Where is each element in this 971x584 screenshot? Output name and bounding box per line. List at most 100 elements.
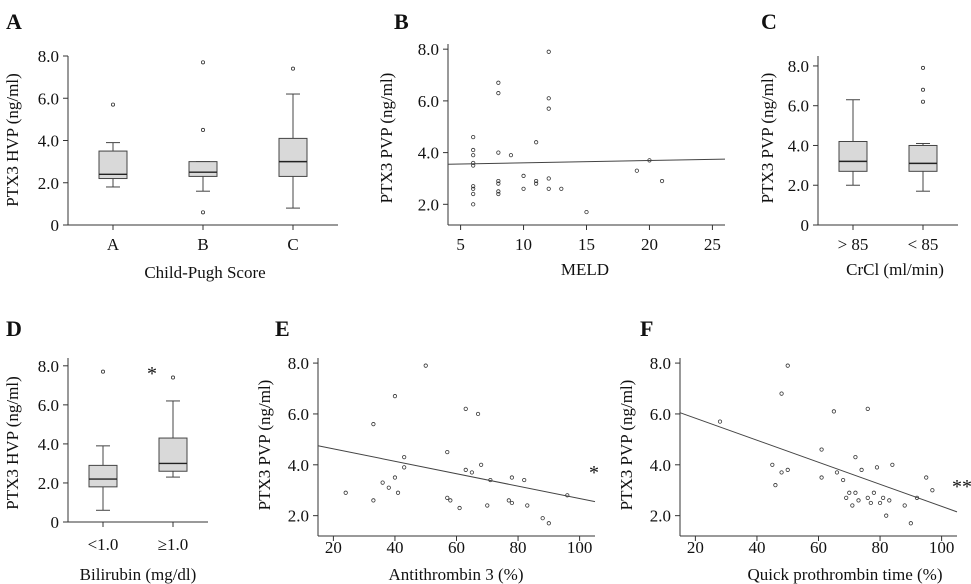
y-tick-label: 6.0	[288, 405, 309, 424]
regression-line	[679, 412, 958, 513]
box-iqr	[158, 437, 188, 472]
data-point	[471, 134, 476, 140]
panel-d: D 0 2.0 4.0 6.0 8.0 <1.0 ≥1.0 * Bilirubin (mg/…	[3, 316, 208, 584]
data-point	[877, 500, 883, 506]
data-point	[471, 153, 476, 158]
outlier-point	[111, 102, 116, 107]
panel-a-axes: 0 2.0 4.0 6.0 8.0 A B C	[38, 47, 338, 254]
data-point	[559, 186, 564, 191]
panel-f-axes: 2.0 4.0 6.0 8.0 20 40 60 80 100	[650, 354, 957, 557]
panel-letter: D	[6, 316, 22, 341]
panel-letter: C	[761, 9, 777, 34]
data-point	[395, 490, 401, 495]
y-tick-label: 4.0	[38, 435, 59, 454]
x-tick-label: 15	[578, 235, 595, 254]
box-iqr	[838, 140, 868, 172]
data-point	[856, 498, 861, 503]
y-tick-label: 2.0	[788, 176, 809, 195]
panel-letter: E	[275, 316, 290, 341]
data-point	[534, 181, 539, 186]
data-point	[496, 80, 501, 85]
y-axis-title: PTX3 PVP (ng/ml)	[617, 380, 636, 511]
x-axis-title: Child-Pugh Score	[144, 263, 265, 282]
panel-letter: B	[394, 9, 409, 34]
data-point	[853, 490, 858, 495]
panel-a-marks	[98, 60, 308, 215]
y-tick-label: 0	[51, 216, 60, 235]
x-tick-label: <1.0	[88, 535, 119, 554]
data-point	[584, 209, 589, 215]
data-point	[924, 475, 929, 480]
data-point	[496, 181, 501, 186]
data-point	[773, 483, 778, 488]
y-tick-label: 2.0	[38, 474, 59, 493]
y-tick-label: 2.0	[418, 195, 439, 214]
significance-marker: **	[952, 476, 971, 498]
data-point	[380, 480, 385, 485]
data-point	[471, 160, 476, 166]
x-tick-label: C	[287, 235, 298, 254]
data-point	[386, 485, 391, 490]
box-iqr	[88, 464, 118, 488]
y-tick-label: 4.0	[38, 132, 59, 151]
data-point	[844, 495, 849, 500]
outlier-point	[921, 99, 926, 104]
data-point	[884, 513, 889, 518]
outlier-point	[921, 65, 926, 70]
data-point	[546, 96, 551, 101]
y-tick-label: 6.0	[38, 89, 59, 108]
data-point	[392, 394, 398, 399]
x-axis-title: CrCl (ml/min)	[846, 260, 944, 279]
data-point	[819, 475, 824, 480]
data-point	[508, 153, 514, 158]
data-point	[831, 409, 836, 414]
data-point	[471, 202, 476, 207]
data-point	[445, 495, 450, 500]
data-point	[506, 498, 511, 503]
data-point	[779, 391, 784, 396]
data-point	[785, 467, 790, 472]
data-point	[402, 455, 407, 460]
panel-b-axes: 2.0 4.0 6.0 8.0 5 10 15 20 25	[418, 40, 725, 254]
panel-b: B 2.0 4.0 6.0 8.0 5 10 15 20 25 MELD PTX3 PVP (n…	[377, 9, 726, 279]
outlier-point	[290, 66, 295, 71]
y-tick-label: 8.0	[418, 40, 439, 59]
y-tick-label: 2.0	[288, 507, 309, 526]
data-point	[457, 505, 462, 511]
data-point	[841, 477, 846, 483]
box-1	[908, 65, 938, 192]
data-point	[865, 495, 870, 500]
x-tick-label: 60	[448, 538, 465, 557]
data-point	[509, 475, 514, 480]
y-tick-label: 2.0	[650, 507, 671, 526]
data-point	[521, 186, 526, 191]
panel-letter: F	[640, 316, 653, 341]
data-point	[902, 503, 907, 508]
box-0	[98, 102, 128, 188]
y-tick-label: 8.0	[38, 357, 59, 376]
data-point	[546, 49, 551, 54]
y-tick-label: 4.0	[418, 144, 439, 163]
box-iqr	[278, 137, 308, 177]
regression-line	[447, 158, 726, 165]
box-0	[838, 99, 868, 186]
panel-e-axes: 2.0 4.0 6.0 8.0 20 40 60 80 100	[288, 354, 595, 557]
data-point	[402, 465, 407, 470]
box-0	[88, 369, 118, 511]
data-point	[930, 488, 935, 493]
data-point	[659, 178, 665, 184]
y-tick-label: 8.0	[288, 354, 309, 373]
x-tick-label: 5	[456, 235, 465, 254]
data-point	[887, 498, 892, 503]
panel-c-marks	[838, 65, 938, 192]
data-point	[525, 503, 530, 508]
y-tick-label: 4.0	[788, 136, 809, 155]
x-tick-label: > 85	[838, 235, 869, 254]
data-point	[496, 150, 501, 155]
data-point	[868, 500, 873, 506]
y-axis-title: PTX3 PVP (ng/ml)	[255, 380, 274, 511]
data-point	[785, 363, 790, 368]
box-iqr	[908, 144, 938, 172]
outlier-point	[200, 127, 205, 132]
